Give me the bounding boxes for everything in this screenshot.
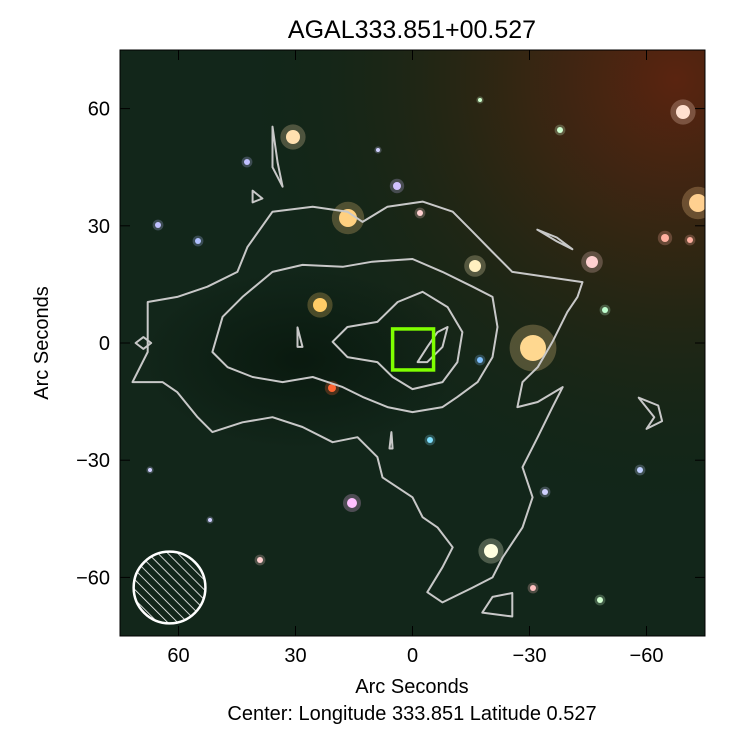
- star: [484, 544, 498, 558]
- star: [155, 222, 161, 228]
- star: [313, 298, 327, 312]
- star: [602, 307, 608, 313]
- contour-line: [388, 431, 394, 450]
- star: [597, 597, 603, 603]
- star: [661, 234, 669, 242]
- y-tick-label: −60: [76, 567, 110, 589]
- x-tick-label: −30: [513, 645, 547, 667]
- star: [257, 557, 263, 563]
- x-tick-label: 30: [284, 645, 306, 667]
- star: [339, 209, 357, 227]
- star: [478, 98, 482, 102]
- contour-line: [481, 592, 514, 618]
- star: [208, 518, 212, 522]
- star: [469, 260, 481, 272]
- star: [689, 194, 705, 212]
- star: [286, 130, 300, 144]
- star: [687, 237, 693, 243]
- y-tick-label: −30: [76, 450, 110, 472]
- contour-line: [331, 290, 464, 391]
- x-tick-label: 0: [407, 645, 418, 667]
- star: [586, 256, 598, 268]
- star: [530, 585, 536, 591]
- footer-center-label: Center: Longitude 333.851 Latitude 0.527: [227, 703, 596, 725]
- y-tick-label: 60: [88, 99, 110, 121]
- contour-line: [416, 326, 449, 364]
- beam-ellipse: [132, 550, 207, 625]
- x-tick-label: −60: [630, 645, 664, 667]
- star: [376, 148, 380, 152]
- contour-line: [536, 228, 574, 251]
- x-axis-label: Arc Seconds: [355, 676, 468, 698]
- star: [195, 238, 201, 244]
- contour-line: [134, 336, 153, 350]
- y-axis-label: Arc Seconds: [31, 286, 53, 399]
- star: [328, 384, 336, 392]
- star: [676, 105, 690, 119]
- stars: [146, 96, 705, 606]
- star: [393, 182, 401, 190]
- x-tick-label: 60: [167, 645, 189, 667]
- y-tick-label: 30: [88, 216, 110, 238]
- star: [520, 335, 546, 361]
- chart-title: AGAL333.851+00.527: [288, 16, 536, 44]
- star: [557, 127, 563, 133]
- marker-box: [390, 327, 436, 372]
- contour-line: [296, 326, 304, 348]
- contour-line: [211, 258, 499, 414]
- star: [244, 159, 250, 165]
- star: [477, 357, 483, 363]
- star: [347, 498, 357, 508]
- star: [542, 489, 548, 495]
- star: [427, 437, 433, 443]
- star: [417, 210, 423, 216]
- contours: [131, 125, 664, 618]
- star: [637, 467, 643, 473]
- contour-line: [251, 189, 264, 204]
- beam-circle: [132, 550, 207, 625]
- axes: 60 30 0 −30 −60 60 30 0 −30 −60: [76, 50, 705, 667]
- contour-line: [271, 125, 284, 188]
- star: [148, 468, 152, 472]
- y-tick-label: 0: [99, 333, 110, 355]
- contour-line: [637, 396, 664, 430]
- contour-line: [131, 200, 584, 604]
